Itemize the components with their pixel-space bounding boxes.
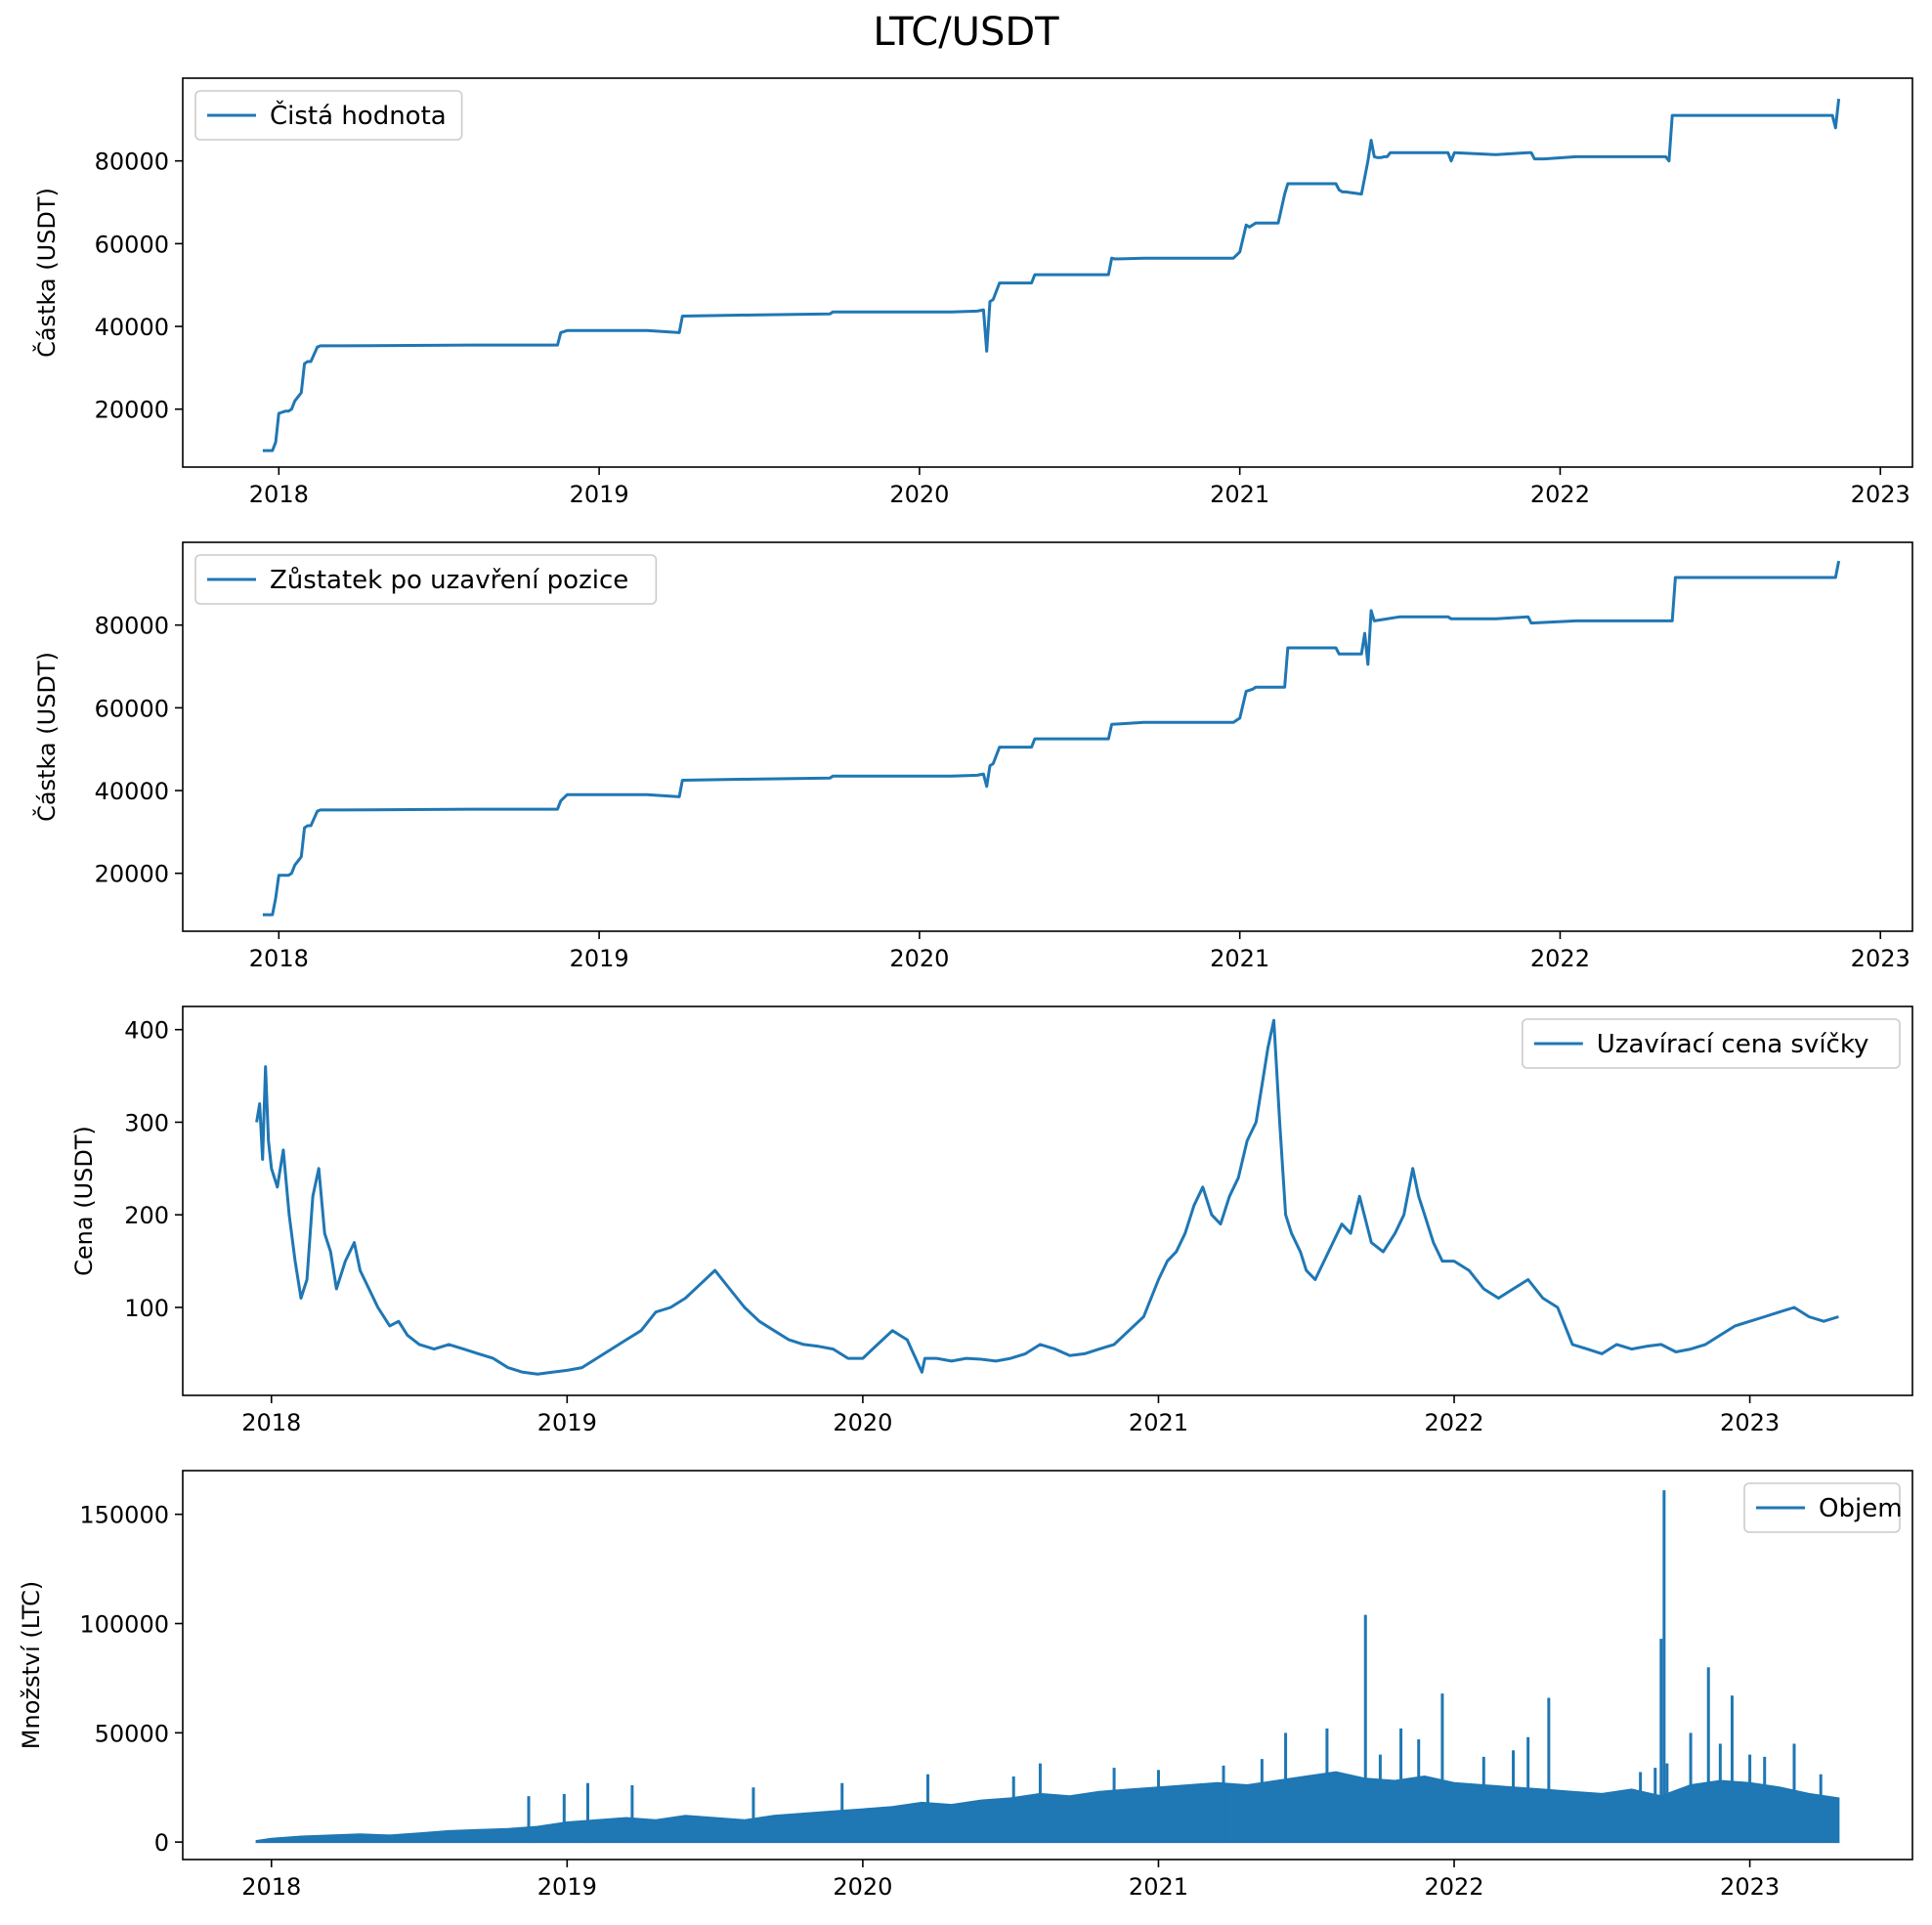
y-tick-label: 20000 [95, 397, 169, 424]
y-tick-label: 20000 [95, 861, 169, 888]
panel-volume: 2018 2019 2020 2021 2022 2023 0 50000 100000 1500… [18, 1470, 1913, 1901]
panel-net-value: 2018 2019 2020 2021 2022 2023 20000 40000 60000 8… [31, 77, 1913, 508]
legend-label: Uzavírací cena svíčky [1597, 1030, 1869, 1059]
legend: Zůstatek po uzavření pozice [194, 554, 658, 605]
legend: Objem [1743, 1482, 1903, 1533]
x-tick-label: 2020 [889, 945, 949, 972]
x-tick-label: 2020 [889, 481, 949, 508]
x-tick-label: 2021 [1210, 945, 1269, 972]
series-line-closed-balance [262, 560, 1841, 917]
axes-frame [182, 77, 1913, 468]
panel-close-price: 2018 2019 2020 2021 2022 2023 100 200 300 400 Cena… [70, 1005, 1913, 1436]
x-tick-label: 2019 [537, 1873, 597, 1901]
y-tick-label: 60000 [95, 231, 169, 258]
volume-envelope [255, 1771, 1840, 1844]
x-tick-label: 2022 [1424, 1873, 1483, 1901]
x-tick-label: 2021 [1129, 1873, 1188, 1901]
x-tick-label: 2022 [1424, 1409, 1483, 1436]
legend-box [194, 90, 463, 141]
y-tick-label: 0 [154, 1829, 169, 1857]
y-tick-label: 200 [124, 1202, 169, 1229]
axes-frame [182, 1005, 1913, 1396]
y-tick-label: 100 [124, 1295, 169, 1322]
axes-frame [182, 541, 1913, 932]
x-tick-label: 2022 [1530, 481, 1590, 508]
legend: Uzavírací cena svíčky [1522, 1018, 1901, 1069]
y-tick-label: 100000 [79, 1611, 169, 1639]
x-tick-label: 2019 [570, 481, 629, 508]
legend-label: Zůstatek po uzavření pozice [270, 566, 628, 595]
series-line-net-value [262, 99, 1841, 452]
x-tick-label: 2021 [1210, 481, 1269, 508]
x-tick-label: 2023 [1851, 945, 1911, 972]
x-tick-label: 2018 [249, 481, 309, 508]
y-tick-label: 50000 [95, 1720, 169, 1747]
x-tick-label: 2021 [1129, 1409, 1188, 1436]
legend-box [1743, 1482, 1901, 1533]
x-tick-label: 2019 [570, 945, 629, 972]
legend: Čistá hodnota [194, 90, 463, 141]
x-tick-label: 2020 [833, 1409, 892, 1436]
x-tick-label: 2018 [249, 945, 309, 972]
y-axis-label: Částka (USDT) [31, 188, 61, 358]
axes-frame [182, 1470, 1913, 1861]
panel-closed-balance: 2018 2019 2020 2021 2022 2023 20000 40000 60000 8… [31, 541, 1913, 972]
legend-label: Objem [1819, 1494, 1903, 1523]
y-tick-label: 80000 [95, 149, 169, 176]
y-tick-label: 40000 [95, 314, 169, 341]
legend-box [194, 554, 658, 605]
x-tick-label: 2018 [241, 1873, 301, 1901]
figure-title: LTC/USDT [873, 10, 1059, 55]
y-tick-label: 80000 [95, 613, 169, 640]
legend-box [1522, 1018, 1901, 1069]
y-tick-label: 300 [124, 1109, 169, 1136]
x-tick-label: 2020 [833, 1873, 892, 1901]
y-tick-label: 60000 [95, 695, 169, 722]
y-tick-label: 40000 [95, 778, 169, 805]
x-tick-label: 2023 [1720, 1409, 1780, 1436]
y-tick-label: 400 [124, 1017, 169, 1045]
x-tick-label: 2019 [537, 1409, 597, 1436]
y-axis-label: Částka (USDT) [31, 652, 61, 822]
x-tick-label: 2022 [1530, 945, 1590, 972]
x-tick-label: 2023 [1851, 481, 1911, 508]
y-axis-label: Množství (LTC) [18, 1581, 45, 1749]
y-axis-label: Cena (USDT) [70, 1126, 98, 1276]
series-line-close-price [255, 1018, 1839, 1376]
x-tick-label: 2023 [1720, 1873, 1780, 1901]
y-tick-label: 150000 [79, 1502, 169, 1529]
x-tick-label: 2018 [241, 1409, 301, 1436]
legend-label: Čistá hodnota [270, 100, 447, 131]
